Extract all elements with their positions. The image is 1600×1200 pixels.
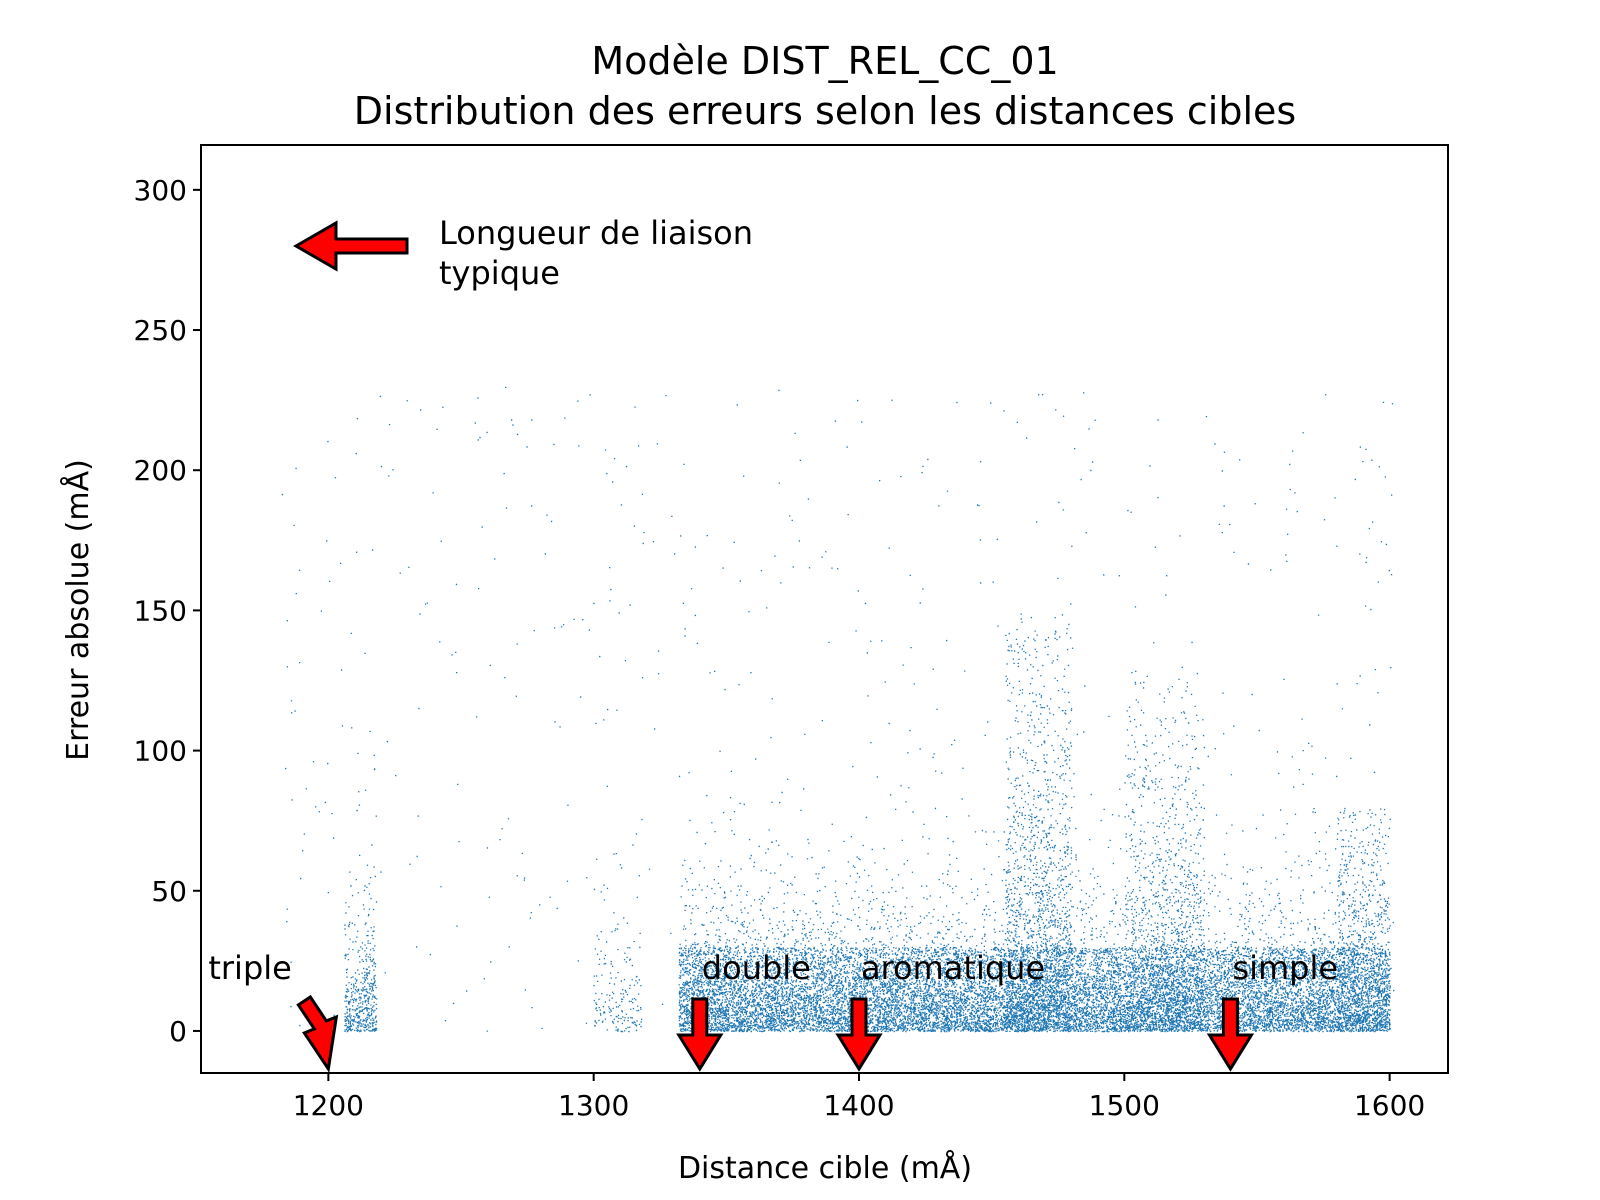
annotation-label: double (702, 949, 811, 987)
y-tick-label: 0 (169, 1015, 187, 1048)
annotation-arrow (296, 994, 339, 1073)
legend-arrow: Longueur de liaison typique (292, 214, 753, 292)
annotation-label: triple (208, 949, 291, 987)
annotation-arrow (676, 997, 724, 1072)
y-axis-ticks: 0 50 100 150 200 250 300 (134, 174, 201, 1048)
annotations: triple double aromatique simple (208, 949, 1338, 1073)
annotation-triple: triple (208, 949, 339, 1073)
x-axis-label: Distance cible (mÅ) (678, 1150, 972, 1186)
x-tick-label: 1300 (558, 1089, 629, 1122)
annotation-label: simple (1232, 949, 1338, 987)
annotation-double: double (676, 949, 811, 1072)
x-tick-label: 1400 (823, 1089, 894, 1122)
annotation-simple: simple (1206, 949, 1338, 1072)
annotation-arrow (835, 997, 883, 1072)
x-axis-ticks: 1200 1300 1400 1500 1600 (293, 1073, 1425, 1122)
scatter-points-path (281, 386, 1395, 1033)
chart-subtitle: Distribution des erreurs selon les dista… (354, 89, 1296, 133)
x-tick-label: 1500 (1089, 1089, 1160, 1122)
legend-text-line1: Longueur de liaison (439, 214, 753, 252)
y-tick-label: 50 (151, 875, 187, 908)
y-tick-label: 300 (134, 174, 187, 207)
annotation-arrow (1206, 997, 1255, 1072)
plot-frame (200, 144, 1449, 1074)
y-tick-label: 200 (134, 454, 187, 487)
y-tick-label: 150 (134, 594, 187, 627)
y-tick-label: 250 (134, 314, 187, 347)
annotation-label: aromatique (861, 949, 1045, 987)
annotation-aromatique: aromatique (835, 949, 1045, 1072)
x-tick-label: 1200 (293, 1089, 364, 1122)
x-tick-label: 1600 (1354, 1089, 1425, 1122)
chart-title: Modèle DIST_REL_CC_01 (591, 39, 1058, 83)
scatter-points (281, 386, 1395, 1033)
y-tick-label: 100 (134, 735, 187, 768)
y-axis-label: Erreur absolue (mÅ) (60, 459, 96, 761)
legend-text-line2: typique (439, 254, 560, 292)
legend-arrow-shape (292, 220, 409, 272)
